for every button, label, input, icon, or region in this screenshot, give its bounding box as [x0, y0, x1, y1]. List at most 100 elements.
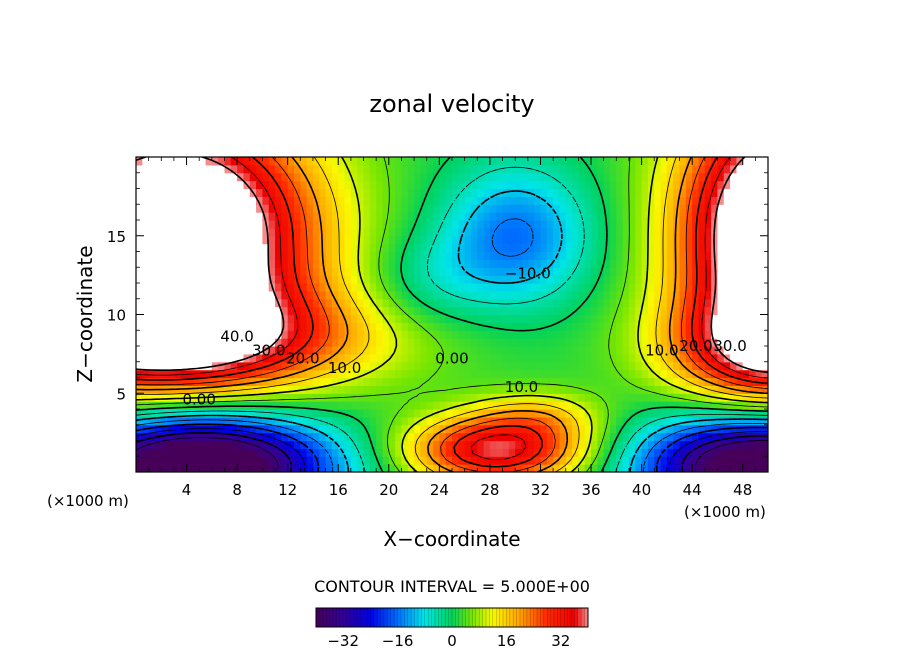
colorbar-segment — [367, 608, 371, 627]
field-cell — [363, 377, 371, 386]
field-cell — [572, 275, 579, 284]
field-cell — [243, 424, 251, 434]
field-cell — [610, 298, 617, 308]
field-cell — [338, 220, 346, 229]
field-cell — [540, 188, 548, 197]
field-cell — [666, 251, 674, 260]
field-cell — [211, 164, 219, 174]
field-cell — [445, 456, 453, 465]
field-cell — [761, 377, 768, 386]
field-cell — [502, 204, 510, 213]
field-cell — [572, 409, 579, 418]
field-cell — [470, 322, 478, 331]
field-cell — [546, 220, 554, 229]
field-cell — [262, 401, 270, 410]
field-cell — [445, 227, 453, 237]
field-cell — [597, 322, 605, 331]
field-cell — [275, 204, 282, 213]
field-cell — [622, 330, 630, 339]
field-cell — [262, 330, 270, 339]
field-cell — [584, 204, 592, 213]
field-cell — [755, 196, 763, 205]
colorbar-segment — [414, 608, 419, 627]
field-cell — [395, 322, 403, 331]
field-cell — [357, 456, 365, 465]
field-cell — [470, 283, 478, 292]
field-cell — [414, 227, 421, 237]
field-cell — [673, 409, 681, 418]
field-cell — [679, 164, 687, 174]
field-cell — [546, 424, 554, 434]
field-cell — [704, 172, 712, 182]
field-cell — [603, 338, 611, 347]
field-cell — [749, 424, 756, 434]
field-cell — [300, 346, 308, 355]
field-cell — [584, 330, 592, 339]
field-cell — [502, 432, 510, 442]
field-cell — [395, 361, 403, 371]
field-cell — [502, 235, 510, 245]
field-cell — [704, 353, 712, 363]
field-cell — [433, 290, 440, 300]
field-cell — [218, 416, 226, 426]
field-cell — [616, 290, 624, 300]
field-cell — [546, 456, 554, 465]
field-cell — [635, 424, 643, 434]
field-cell — [534, 259, 542, 268]
field-cell — [192, 157, 200, 166]
field-cell — [521, 196, 529, 205]
field-cell — [452, 172, 459, 182]
field-cell — [477, 416, 485, 426]
field-cell — [199, 401, 207, 410]
field-cell — [736, 298, 744, 308]
field-cell — [161, 401, 169, 410]
field-cell — [306, 290, 314, 300]
field-cell — [685, 432, 693, 442]
field-cell — [420, 322, 428, 331]
field-cell — [742, 401, 750, 410]
field-cell — [742, 164, 750, 174]
field-cell — [736, 409, 744, 418]
field-cell — [294, 227, 301, 237]
field-cell — [515, 409, 523, 418]
field-cell — [723, 409, 731, 418]
field-cell — [521, 212, 529, 221]
field-cell — [312, 204, 320, 213]
field-cell — [546, 259, 554, 268]
field-cell — [306, 464, 314, 472]
field-cell — [186, 220, 194, 229]
field-cell — [224, 267, 232, 276]
field-cell — [572, 212, 579, 221]
field-cell — [331, 416, 339, 426]
field-cell — [148, 204, 156, 213]
field-cell — [154, 314, 162, 323]
field-cell — [407, 440, 415, 449]
field-cell — [395, 385, 403, 394]
field-cell — [704, 235, 712, 245]
field-cell — [723, 180, 731, 190]
field-cell — [508, 401, 516, 410]
field-cell — [439, 361, 447, 371]
field-cell — [470, 424, 478, 434]
field-cell — [344, 251, 352, 260]
field-cell — [319, 164, 327, 174]
field-cell — [508, 243, 516, 253]
field-cell — [186, 283, 194, 292]
field-cell — [654, 393, 662, 402]
field-cell — [426, 353, 434, 363]
field-cell — [704, 464, 712, 472]
field-cell — [382, 283, 390, 292]
colorbar-frame — [315, 607, 589, 628]
field-cell — [685, 180, 693, 190]
field-cell — [376, 172, 384, 182]
field-cell — [148, 464, 156, 472]
field-cell — [136, 196, 143, 205]
field-cell — [439, 267, 447, 276]
field-cell — [420, 361, 428, 371]
field-cell — [470, 314, 478, 323]
field-cell — [148, 235, 156, 245]
field-cell — [565, 416, 573, 426]
field-cell — [515, 393, 523, 402]
field-cell — [692, 306, 700, 316]
field-cell — [256, 330, 263, 339]
